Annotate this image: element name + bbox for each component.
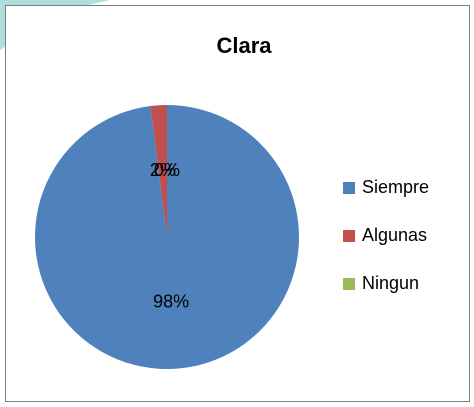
chart-title: Clara [216, 33, 272, 58]
legend-label: Ningun [362, 273, 419, 293]
legend-swatch [343, 182, 355, 194]
data-label: 0% [154, 160, 180, 180]
pie-slice [150, 105, 167, 237]
data-label: 2% [150, 160, 176, 180]
legend-label: Siempre [362, 177, 429, 197]
legend-label: Algunas [362, 225, 427, 245]
data-label: 98% [153, 292, 189, 312]
legend-swatch [343, 278, 355, 290]
pie-slice [35, 105, 300, 369]
legend-swatch [343, 230, 355, 242]
